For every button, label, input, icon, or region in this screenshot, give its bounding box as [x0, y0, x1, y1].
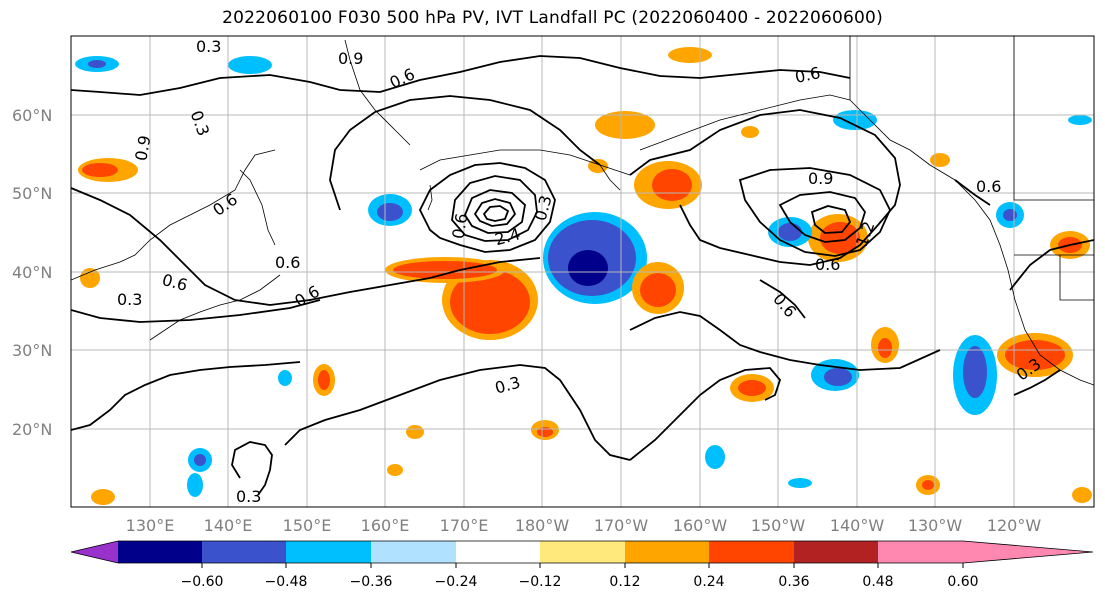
pv-blob	[187, 473, 203, 497]
lon-label: 120°W	[987, 516, 1042, 535]
contour-label: 0.9	[338, 49, 363, 68]
pv-blob	[387, 464, 403, 476]
pv-blob	[278, 370, 292, 386]
lon-label: 130°W	[908, 516, 963, 535]
colorbar-segment	[286, 541, 371, 563]
pv-blob	[922, 480, 934, 490]
pv-blob	[652, 169, 692, 201]
pv-blob	[878, 338, 892, 358]
colorbar-segment	[625, 541, 709, 563]
coastlines	[71, 36, 1094, 386]
pv-blob	[82, 163, 118, 177]
map-area: 0.3 0.9 0.6 0.3 0.9 0.6 0.6 0.6 0.6 0.6 …	[71, 36, 1094, 507]
colorbar-label: 0.48	[862, 574, 893, 590]
lon-label: 160°W	[673, 516, 728, 535]
pv-blob	[194, 454, 206, 466]
colorbar-segment	[794, 541, 878, 563]
colorbar-label: 0.24	[693, 574, 724, 590]
pv-blob	[88, 60, 106, 68]
longitude-labels: 130°E 140°E 150°E 160°E 170°E 180°W 170°…	[126, 516, 1042, 535]
contour-label: 0.3	[196, 37, 221, 56]
colorbar-segment	[118, 541, 202, 563]
pv-blob	[318, 370, 330, 390]
lon-label: 150°E	[283, 516, 332, 535]
pv-blob	[640, 273, 676, 307]
lon-label: 170°E	[440, 516, 489, 535]
pv-blob	[824, 368, 852, 386]
colorbar-label: −0.60	[181, 574, 224, 590]
latitude-labels: 60°N 50°N 40°N 30°N 20°N	[12, 106, 52, 439]
colorbar-label: −0.36	[350, 574, 393, 590]
contour-label: 0.3	[236, 487, 261, 506]
contour-label: 0.6	[448, 212, 471, 240]
pv-blob	[741, 126, 759, 138]
contour-label: 0.3	[117, 290, 142, 309]
lat-label: 20°N	[12, 420, 52, 439]
pv-blob	[595, 111, 655, 139]
colorbar-segment	[540, 541, 625, 563]
lon-label: 180°W	[515, 516, 570, 535]
lon-label: 140°E	[204, 516, 253, 535]
colorbar-segment	[878, 541, 963, 563]
pv-blob	[406, 425, 424, 439]
pv-blob	[1068, 115, 1092, 125]
colorbar-extend-low	[71, 541, 118, 563]
pv-blob	[80, 268, 100, 288]
pv-blob	[568, 250, 608, 286]
contour-label: 0.9	[808, 169, 833, 188]
colorbar-segment	[709, 541, 794, 563]
pv-blob	[668, 47, 712, 63]
pv-blob	[788, 478, 812, 488]
lat-label: 30°N	[12, 341, 52, 360]
colorbar: −0.60 −0.48 −0.36 −0.24 −0.12 0.12 0.24 …	[70, 540, 1094, 590]
pv-blob	[450, 270, 530, 334]
pv-blob	[705, 445, 725, 469]
colorbar-label: 0.12	[609, 574, 640, 590]
lon-label: 140°W	[830, 516, 885, 535]
contour-label: 0.6	[815, 255, 840, 274]
pv-blob	[1072, 487, 1092, 503]
pv-blob	[738, 380, 766, 396]
colorbar-ticks	[201, 563, 964, 568]
colorbar-segment	[456, 541, 540, 563]
colorbar-segment	[202, 541, 286, 563]
colorbar-label: 0.60	[947, 574, 978, 590]
pv-blob	[91, 489, 115, 505]
map-frame	[70, 35, 1095, 508]
pv-blob	[588, 159, 608, 173]
pv-contours	[71, 55, 1094, 496]
lon-label: 160°E	[361, 516, 410, 535]
pv-blob	[377, 203, 403, 221]
contour-label: 0.6	[976, 177, 1001, 196]
colorbar-label: −0.12	[519, 574, 562, 590]
pv-blob	[820, 222, 860, 254]
colorbar-label: −0.48	[265, 574, 308, 590]
lon-label: 170°W	[594, 516, 649, 535]
contour-label: 0.6	[793, 63, 822, 87]
colorbar-segment	[371, 541, 456, 563]
pv-blob	[963, 346, 987, 398]
lat-label: 60°N	[12, 106, 52, 125]
map-title: 2022060100 F030 500 hPa PV, IVT Landfall…	[222, 8, 883, 28]
lon-label: 150°W	[751, 516, 806, 535]
pv-blob	[393, 261, 497, 279]
colorbar-label: 0.36	[778, 574, 809, 590]
lat-label: 50°N	[12, 184, 52, 203]
contour-label: 0.9	[131, 134, 154, 162]
pv-blob	[930, 153, 950, 167]
lat-label: 40°N	[12, 263, 52, 282]
colorbar-extend-high	[963, 541, 1093, 563]
lon-label: 130°E	[126, 516, 175, 535]
pv-blob	[1003, 209, 1017, 221]
pv-blob	[778, 223, 802, 241]
contour-label: 0.6	[275, 253, 300, 272]
gridlines	[71, 36, 1094, 507]
pv-blob	[228, 56, 272, 74]
colorbar-label: −0.24	[435, 574, 478, 590]
colorbar-outline	[70, 540, 1094, 564]
